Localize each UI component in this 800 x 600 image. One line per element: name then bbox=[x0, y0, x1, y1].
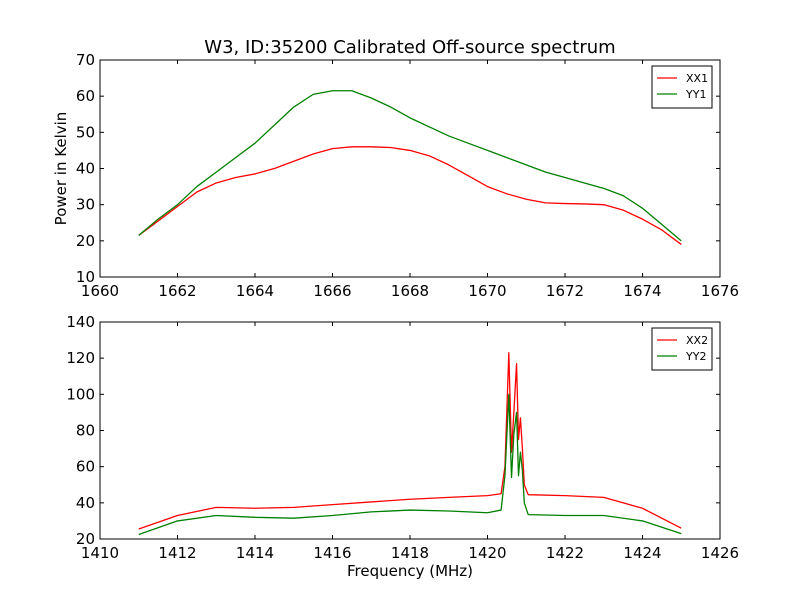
chart-1: 1660 1662 1664 1666 1668 1670 1672 1674 1676 10 20… bbox=[52, 51, 739, 300]
y-axis-label: Power in Kelvin bbox=[52, 112, 70, 226]
y-tick-label: 50 bbox=[76, 123, 95, 141]
series-line-xx2 bbox=[138, 352, 682, 530]
legend-label-yy2: YY2 bbox=[685, 350, 706, 363]
x-tick-label: 1676 bbox=[701, 282, 739, 300]
x-tick-label: 1660 bbox=[81, 282, 119, 300]
series-group bbox=[138, 352, 682, 536]
series-line-xx1 bbox=[138, 146, 682, 245]
series-line-yy2 bbox=[138, 393, 682, 536]
x-tick-label: 1664 bbox=[236, 282, 274, 300]
y-tick-label: 120 bbox=[66, 349, 95, 367]
y-tick-label: 60 bbox=[76, 87, 95, 105]
x-tick-label: 1666 bbox=[313, 282, 351, 300]
x-tick-label: 1422 bbox=[546, 544, 584, 562]
plot-area bbox=[100, 322, 720, 539]
plots: 1660 1662 1664 1666 1668 1670 1672 1674 1676 10 20… bbox=[52, 51, 739, 580]
x-tick-label: 1668 bbox=[391, 282, 429, 300]
legend-label-yy1: YY1 bbox=[685, 88, 706, 101]
y-tick-label: 60 bbox=[76, 458, 95, 476]
y-tick-label: 40 bbox=[76, 494, 95, 512]
y-tick-label: 70 bbox=[76, 51, 95, 69]
y-tick-label: 40 bbox=[76, 160, 95, 178]
x-tick-label: 1424 bbox=[623, 544, 661, 562]
x-tick-label: 1412 bbox=[158, 544, 196, 562]
x-tick-label: 1410 bbox=[81, 544, 119, 562]
y-tick-label: 30 bbox=[76, 196, 95, 214]
plot-area bbox=[100, 60, 720, 277]
x-tick-label: 1418 bbox=[391, 544, 429, 562]
legend-label-xx2: XX2 bbox=[686, 334, 708, 347]
x-axis-label: Frequency (MHz) bbox=[347, 562, 473, 580]
x-tick-label: 1416 bbox=[313, 544, 351, 562]
series-group bbox=[138, 90, 682, 245]
x-tick-label: 1672 bbox=[546, 282, 584, 300]
y-tick-label: 80 bbox=[76, 422, 95, 440]
x-tick-label: 1420 bbox=[468, 544, 506, 562]
x-tick-label: 1414 bbox=[236, 544, 274, 562]
y-tick-label: 20 bbox=[76, 232, 95, 250]
x-tick-label: 1674 bbox=[623, 282, 661, 300]
y-tick-label: 10 bbox=[76, 268, 95, 286]
plot-frame bbox=[99, 59, 721, 278]
figure-title: W3, ID:35200 Calibrated Off-source spect… bbox=[204, 37, 615, 58]
legend-box bbox=[651, 327, 713, 371]
legend-box bbox=[651, 65, 713, 109]
x-tick-label: 1662 bbox=[158, 282, 196, 300]
y-tick-label: 100 bbox=[66, 385, 95, 403]
y-tick-label: 20 bbox=[76, 530, 95, 548]
y-tick-label: 140 bbox=[66, 313, 95, 331]
x-tick-label: 1426 bbox=[701, 544, 739, 562]
chart-2: 1410 1412 1414 1416 1418 1420 1422 1424 1426 20 40… bbox=[66, 313, 739, 580]
series-line-yy1 bbox=[138, 90, 682, 242]
legend-label-xx1: XX1 bbox=[686, 72, 708, 85]
plot-frame bbox=[99, 321, 721, 540]
x-tick-label: 1670 bbox=[468, 282, 506, 300]
